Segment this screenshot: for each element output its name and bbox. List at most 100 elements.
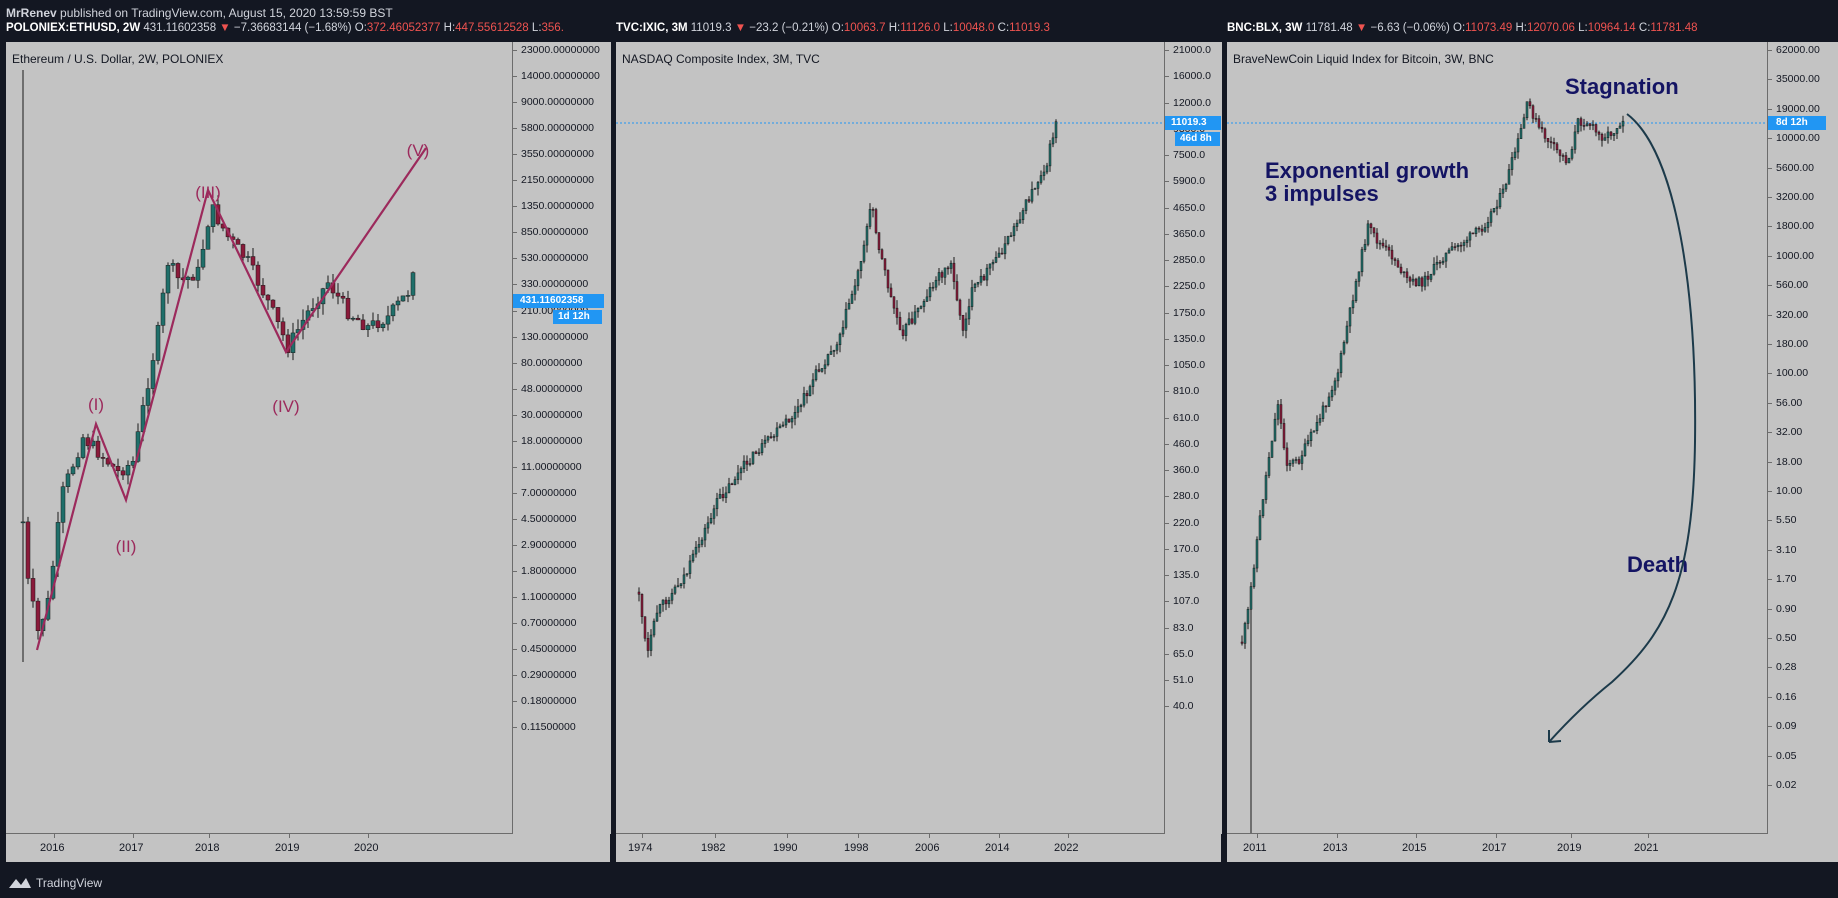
candle-body — [1345, 325, 1349, 343]
bitcoin-chart-panel[interactable]: Exponential growth 3 impulses Stagnation De… — [1227, 42, 1838, 862]
y-tick-label: 4.50000000 — [521, 512, 577, 525]
y-tick-mark — [1165, 653, 1169, 655]
wave-label: (II) — [116, 537, 137, 556]
candle-body — [1021, 210, 1025, 221]
down-arrow-icon: ▼ — [219, 22, 231, 34]
x-tick-label: 2017 — [119, 842, 144, 854]
candle-body — [210, 204, 216, 227]
candle-body — [928, 287, 932, 298]
candle-body — [955, 281, 959, 301]
candle-body — [95, 440, 101, 458]
candle-body — [1261, 499, 1265, 517]
candle-body — [175, 263, 181, 279]
candle-series — [1240, 98, 1625, 649]
y-tick-label: 220.0 — [1173, 516, 1200, 529]
countdown-label: 46d 8h — [1175, 132, 1220, 146]
nasdaq-chart-panel[interactable]: NASDAQ Composite Index, 3M, TVC 21000.0 1… — [616, 42, 1222, 862]
y-tick-label: 1750.0 — [1173, 306, 1206, 319]
eth-chart-panel[interactable]: (I) (II) (III) (IV) (V) Ethereum / U.S. Doll… — [6, 42, 611, 862]
header-symbol[interactable]: TVC:IXIC, 3M — [616, 22, 688, 34]
y-tick-label: 170.0 — [1173, 542, 1200, 555]
y-tick-mark — [1165, 601, 1169, 603]
y-tick-mark — [1768, 79, 1772, 81]
candle-body — [1312, 430, 1316, 433]
candle-body — [240, 244, 246, 258]
candle-body — [1033, 188, 1037, 190]
candle-body — [1018, 219, 1022, 224]
y-tick-label: 0.45000000 — [521, 643, 577, 656]
header-symbol[interactable]: BNC:BLX, 3W — [1227, 22, 1303, 34]
candle-body — [1456, 244, 1460, 248]
candle-body — [1504, 184, 1508, 190]
x-tick-mark — [209, 834, 210, 838]
price-axis[interactable]: 62000.00 35000.00 19000.00 10000.00 5600.00 3… — [1767, 42, 1838, 834]
candle-body — [355, 317, 361, 321]
y-tick-mark — [1768, 755, 1772, 757]
candle-body — [1570, 149, 1574, 159]
candle-body — [1417, 277, 1421, 286]
candle-body — [670, 592, 674, 601]
eth-chart-plot[interactable]: (I) (II) (III) (IV) (V) — [6, 42, 512, 834]
footer-brand[interactable]: TradingView — [8, 876, 102, 890]
candle-body — [1561, 155, 1565, 157]
candle-body — [1516, 138, 1520, 153]
candle-body — [721, 494, 725, 499]
candle-body — [1036, 182, 1040, 189]
candle-body — [145, 388, 151, 406]
candle-body — [1006, 236, 1010, 244]
y-tick-label: 0.29000000 — [521, 669, 577, 682]
candle-body — [390, 304, 396, 317]
candle-body — [667, 599, 671, 605]
y-tick-mark — [1165, 470, 1169, 471]
x-tick-label: 2006 — [915, 842, 940, 854]
header-symbol[interactable]: POLONIEX:ETHUSD, 2W — [6, 22, 141, 34]
candle-body — [883, 258, 887, 271]
candle-body — [395, 300, 401, 306]
candle-body — [380, 323, 386, 328]
y-tick-label: 16000.0 — [1173, 70, 1211, 83]
y-tick-label: 56.00 — [1776, 396, 1803, 409]
candle-body — [85, 437, 91, 447]
y-tick-mark — [1768, 461, 1772, 463]
header-ixic: TVC:IXIC, 3M 11019.3 ▼ −23.2 (−0.21%) O:… — [616, 22, 1050, 34]
y-tick-label: 560.00 — [1776, 279, 1809, 292]
candle-body — [1246, 609, 1250, 624]
candle-body — [1243, 623, 1247, 644]
candle-body — [1489, 211, 1493, 223]
y-tick-label: 2250.0 — [1173, 280, 1206, 293]
candle-body — [1249, 586, 1253, 610]
candle-body — [961, 314, 965, 331]
y-tick-mark — [513, 571, 517, 572]
candle-body — [200, 248, 206, 268]
candle-series — [637, 119, 1058, 658]
candle-body — [235, 239, 241, 245]
y-tick-label: 9000.00000000 — [521, 96, 594, 109]
candle-body — [1480, 228, 1484, 232]
candle-body — [1267, 457, 1271, 476]
y-tick-mark — [513, 206, 517, 208]
candle-body — [994, 257, 998, 263]
candle-body — [757, 452, 761, 454]
price-axis[interactable]: 21000.016000.012000.09300.07500.05900.04… — [1164, 42, 1222, 834]
header-change: −7.36683144 (−1.68%) — [233, 22, 352, 34]
candle-body — [967, 306, 971, 320]
candle-body — [1273, 418, 1277, 442]
author-name[interactable]: MrRenev — [6, 6, 57, 20]
candle-body — [646, 638, 650, 651]
time-axis[interactable]: 2016 2017 2018 2019 2020 — [6, 833, 512, 862]
header-change: −6.63 (−0.06%) — [1370, 22, 1450, 34]
y-tick-label: 21000.0 — [1173, 44, 1211, 56]
time-axis[interactable]: 2011 2013 2015 2017 2019 2021 — [1227, 833, 1767, 862]
y-tick-label: 180.00 — [1776, 338, 1809, 350]
time-axis[interactable]: 1974 1982 1990 1998 2006 2014 2022 — [616, 833, 1164, 862]
wave-label: (IV) — [272, 397, 299, 416]
price-axis[interactable]: 23000.00000000 14000.00000000 9000.0000000… — [512, 42, 611, 834]
candle-body — [1600, 134, 1604, 141]
candle-body — [1366, 223, 1370, 245]
nasdaq-chart-plot[interactable] — [616, 42, 1164, 834]
candle-body — [925, 296, 929, 302]
candle-body — [811, 379, 815, 387]
candle-body — [691, 553, 695, 562]
y-tick-label: 18.00 — [1776, 455, 1803, 468]
